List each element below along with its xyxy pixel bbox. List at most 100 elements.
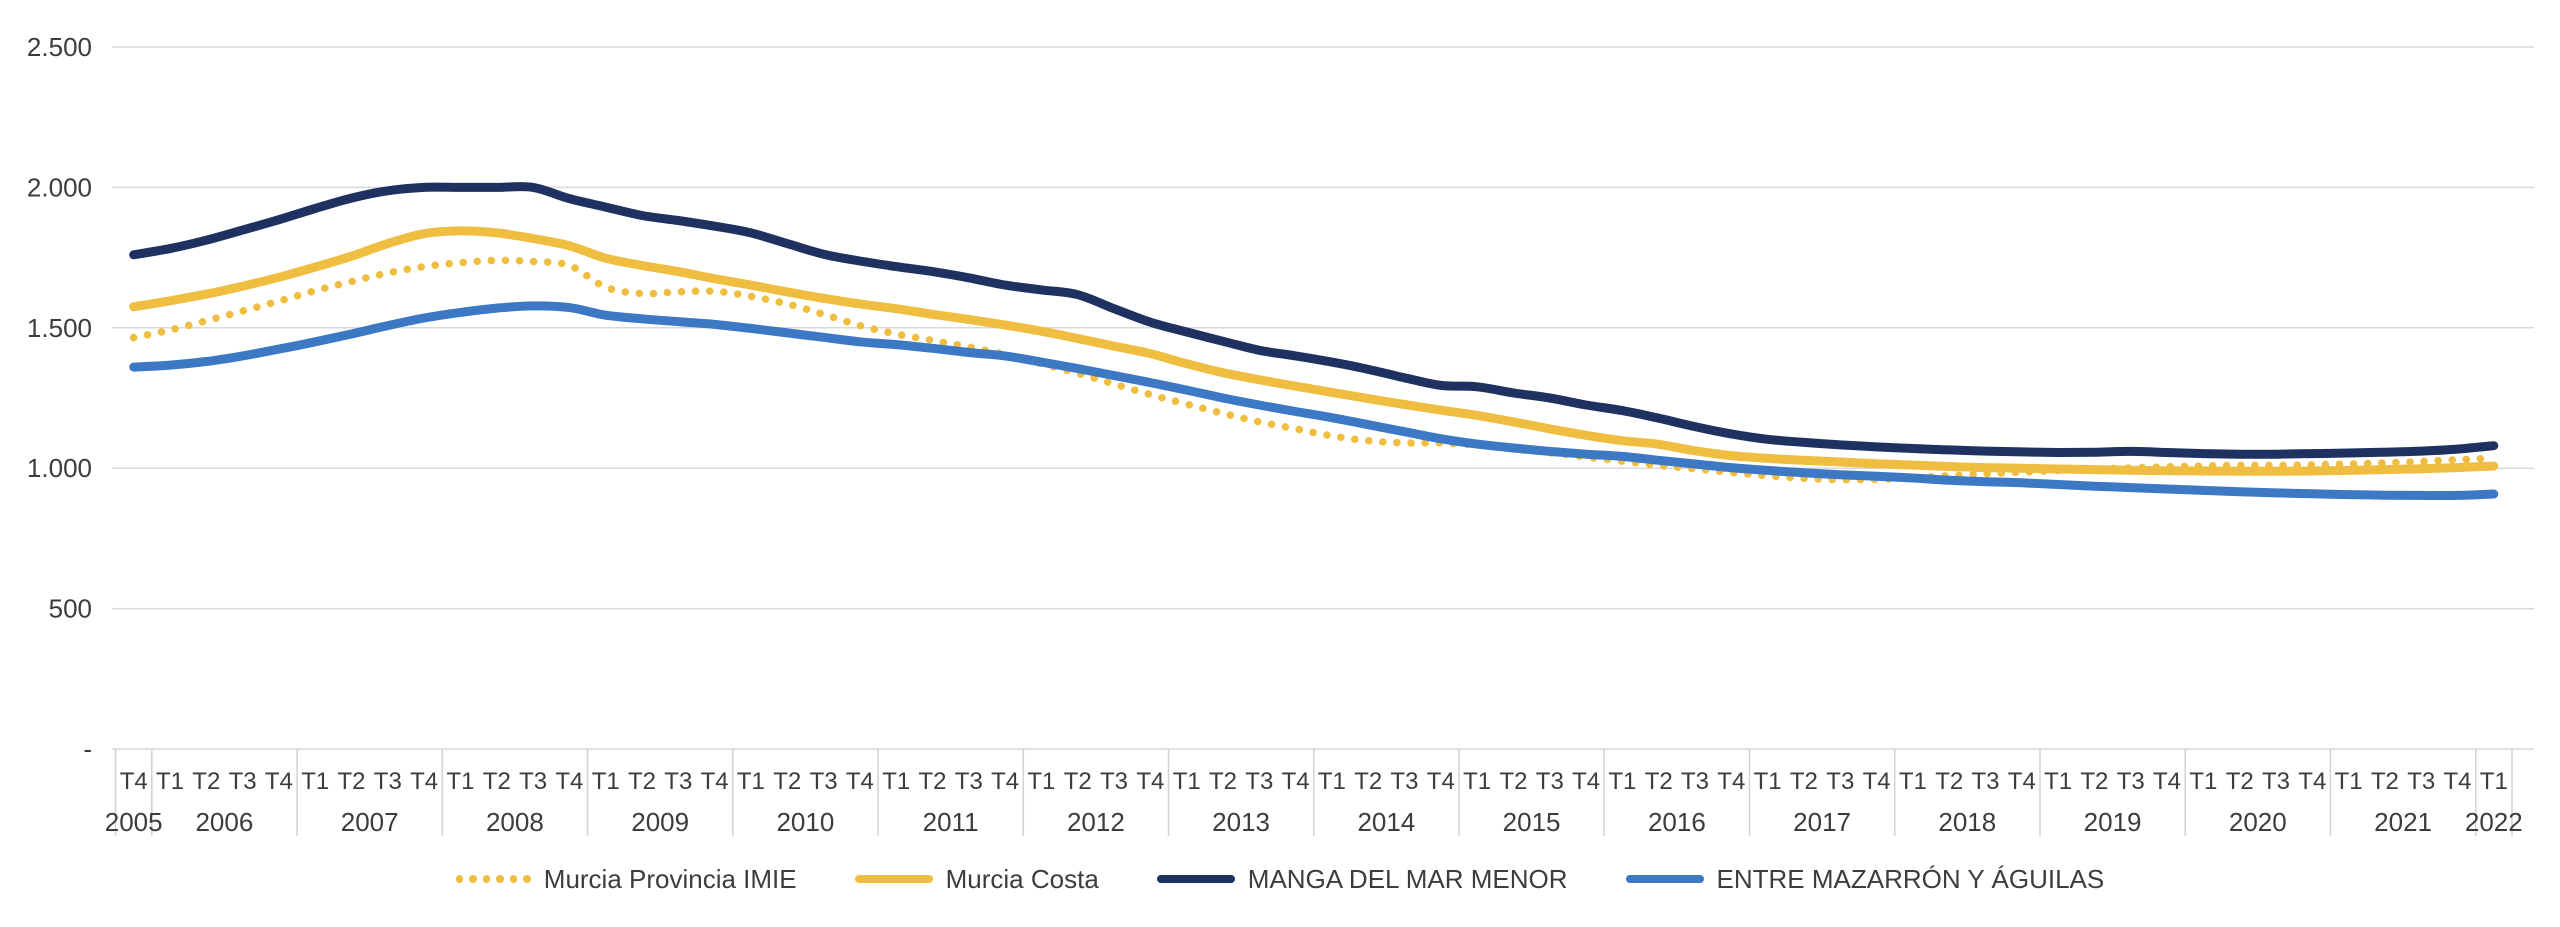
quarter-label: T1 [882,768,910,795]
y-axis-tick-label: 500 [49,594,92,624]
quarter-label: T1 [1754,768,1782,795]
quarter-label: T3 [2262,768,2290,795]
year-label: 2012 [1067,807,1125,837]
quarter-label: T3 [1971,768,1999,795]
quarter-label: T4 [555,768,583,795]
quarter-label: T1 [737,768,765,795]
quarter-label: T3 [1100,768,1128,795]
series-line-entre-mazarr-n-y-guilas [129,301,2499,501]
quarter-label: T1 [1027,768,1055,795]
quarter-label: T3 [955,768,983,795]
quarter-label: T3 [229,768,257,795]
year-label: 2009 [631,807,689,837]
quarter-label: T1 [446,768,474,795]
quarter-label: T3 [1390,768,1418,795]
quarter-label: T4 [1282,768,1310,795]
legend-swatch-solid-line-icon [1625,875,1704,883]
quarter-label: T2 [1935,768,1963,795]
quarter-label: T2 [192,768,220,795]
quarter-label: T1 [2480,768,2508,795]
quarter-label: T1 [156,768,184,795]
chart-legend: Murcia Provincia IMIE Murcia Costa MANGA… [0,861,2560,897]
quarter-label: T1 [592,768,620,795]
y-axis-tick-label: - [83,734,92,764]
year-label: 2019 [2084,807,2142,837]
legend-label: MANGA DEL MAR MENOR [1247,863,1568,894]
quarter-label: T2 [918,768,946,795]
year-label: 2016 [1648,807,1706,837]
quarter-label: T2 [1790,768,1818,795]
y-axis-tick-label: 2.000 [27,172,92,202]
quarter-label: T4 [1572,768,1600,795]
quarter-label: T1 [2335,768,2363,795]
legend-dot [509,875,518,883]
quarter-label: T1 [1318,768,1346,795]
quarter-label: T2 [1645,768,1673,795]
year-label: 2008 [486,807,544,837]
quarter-label: T4 [701,768,729,795]
quarter-label: T4 [1717,768,1745,795]
quarter-label: T3 [2117,768,2145,795]
quarter-label: T1 [1899,768,1927,795]
legend-dot [455,875,464,883]
quarter-label: T3 [519,768,547,795]
quarter-label: T2 [1209,768,1237,795]
quarter-label: T2 [1354,768,1382,795]
quarter-label: T3 [1681,768,1709,795]
quarter-label: T4 [2443,768,2471,795]
series-line-murcia-provincia-imie [129,256,2498,484]
quarter-label: T2 [483,768,511,795]
quarter-label: T3 [2407,768,2435,795]
quarter-label: T4 [1136,768,1164,795]
legend-item-manga-del-mar-menor: MANGA DEL MAR MENOR [1156,863,1568,895]
quarter-label: T3 [664,768,692,795]
quarter-label: T4 [2153,768,2181,795]
legend-label: ENTRE MAZARRÓN Y ÁGUILAS [1716,863,2105,894]
quarter-label: T4 [1427,768,1455,795]
quarter-label: T2 [1499,768,1527,795]
quarter-label: T3 [810,768,838,795]
legend-dot [469,875,477,883]
y-axis-tick-label: 2.500 [27,32,92,62]
year-label: 2017 [1793,807,1851,837]
quarter-label: T4 [1863,768,1891,795]
year-label: 2022 [2465,807,2523,837]
legend-item-entre-mazarron-y-aguilas: ENTRE MAZARRÓN Y ÁGUILAS [1625,863,2105,895]
quarter-label: T3 [374,768,402,795]
year-label: 2015 [1503,807,1561,837]
legend-item-murcia-costa: Murcia Costa [854,864,1099,895]
legend-swatch-solid-line-icon [854,875,933,883]
quarter-label: T2 [628,768,656,795]
quarter-label: T4 [2008,768,2036,795]
y-axis-tick-label: 1.500 [27,313,92,343]
quarter-label: T2 [1064,768,1092,795]
year-label: 2014 [1357,807,1415,837]
quarter-label: T4 [846,768,874,795]
year-label: 2011 [923,807,979,837]
quarter-label: T2 [337,768,365,795]
series-line-manga-del-mar-menor [129,182,2499,459]
year-label: 2013 [1212,807,1270,837]
legend-swatch-dotted-line-icon [455,875,531,883]
year-label: 2018 [1938,807,1996,837]
series-line-murcia-costa [129,226,2499,476]
quarter-label: T2 [773,768,801,795]
year-label: 2020 [2229,807,2287,837]
year-label: 2021 [2374,807,2432,837]
legend-swatch-solid-line-icon [1156,875,1235,883]
legend-dot [482,875,491,883]
quarter-label: T4 [991,768,1019,795]
quarter-label: T1 [2189,768,2217,795]
quarter-label: T4 [120,768,148,795]
quarter-label: T1 [1173,768,1201,795]
quarter-label: T1 [2044,768,2072,795]
quarter-label: T3 [1245,768,1273,795]
year-label: 2010 [776,807,834,837]
quarter-label: T4 [265,768,293,795]
year-label: 2006 [195,807,253,837]
quarter-label: T1 [1608,768,1636,795]
year-label: 2007 [341,807,399,837]
quarter-label: T2 [2080,768,2108,795]
